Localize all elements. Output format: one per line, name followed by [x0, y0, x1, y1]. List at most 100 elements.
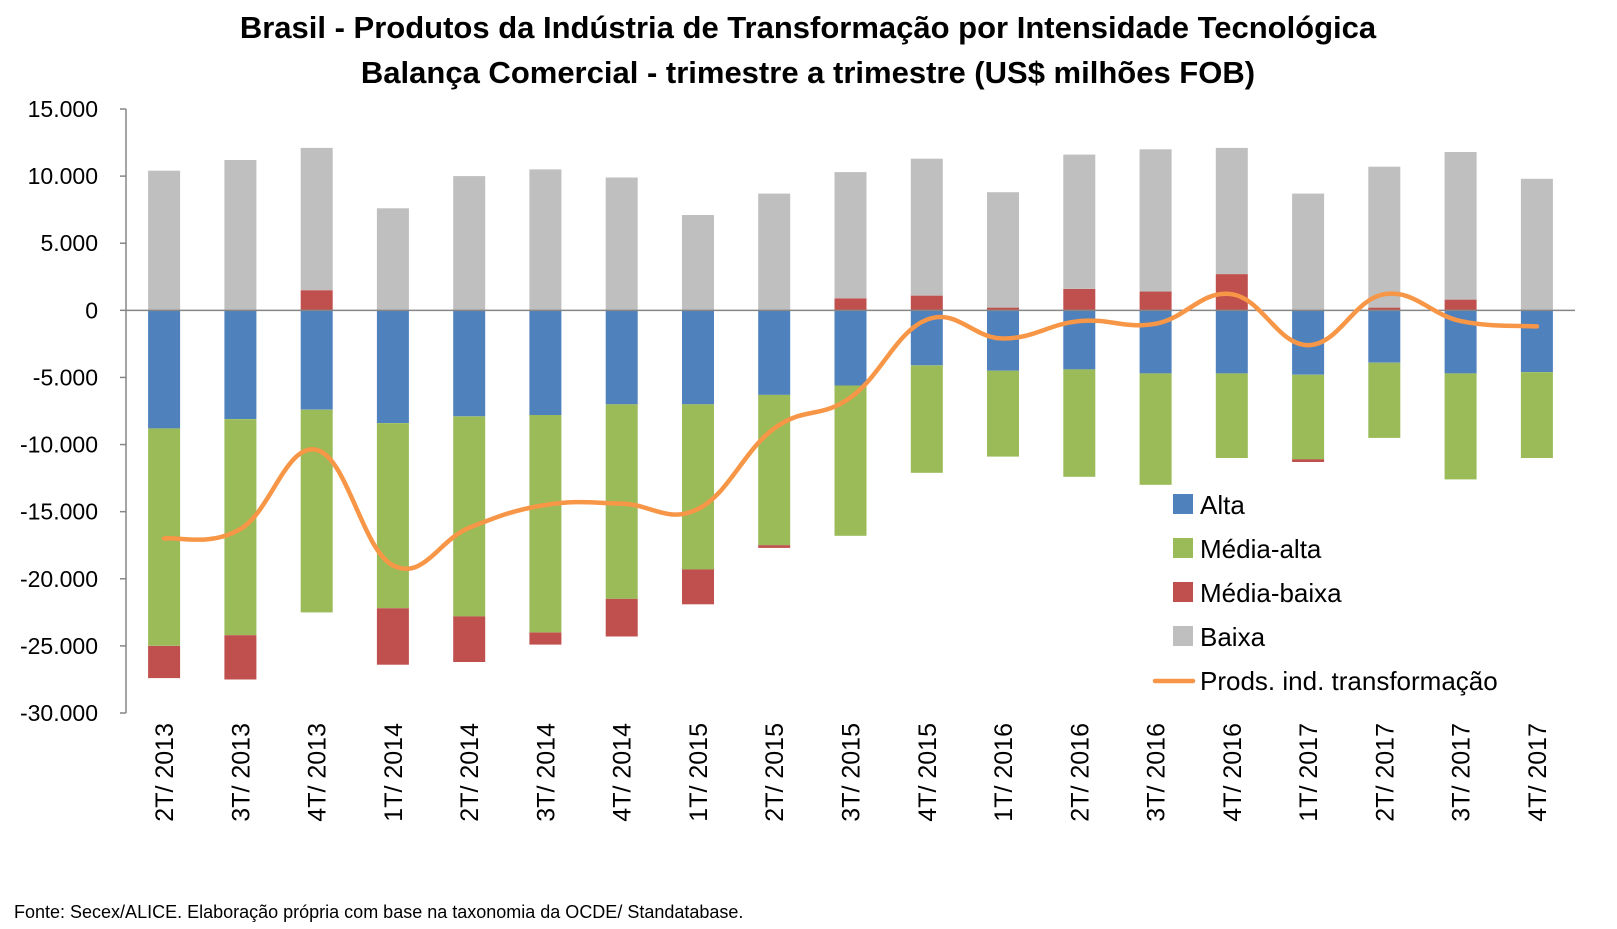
- x-tick-label: 4T/ 2014: [609, 723, 637, 822]
- series-line-prods-ind-transformacao: [161, 291, 1540, 572]
- x-tick-label: 2T/ 2017: [1371, 723, 1399, 822]
- bar-alta-18: [1520, 310, 1553, 372]
- axis-layer: 15.000 10.000 5.000 0 -5.000 -10.000 -15.000 -2…: [20, 96, 1575, 822]
- source-note: Fonte: Secex/ALICE. Elaboração própria c…: [14, 902, 743, 922]
- bars-layer: [148, 147, 1553, 680]
- bar-m-dia-alta-5: [529, 415, 562, 633]
- bar-m-dia-baixa-11: [987, 307, 1019, 311]
- bar-alta-2: [300, 310, 333, 410]
- legend-label-prods-ind-transforma-o: Prods. ind. transformação: [1200, 666, 1498, 696]
- bar-m-dia-baixa-8: [758, 545, 791, 548]
- bar-m-dia-baixa-0: [148, 645, 181, 679]
- chart-title: Brasil - Produtos da Indústria de Transf…: [240, 10, 1377, 45]
- bar-baixa-16: [1368, 166, 1401, 308]
- legend-label-m-dia-baixa: Média-baixa: [1200, 578, 1342, 608]
- bar-alta-4: [453, 310, 486, 417]
- bar-alta-1: [224, 310, 257, 419]
- x-tick-label: 4T/ 2017: [1524, 723, 1552, 822]
- bar-baixa-15: [1292, 193, 1325, 311]
- bar-baixa-11: [987, 192, 1019, 308]
- x-tick-label: 2T/ 2014: [456, 723, 484, 822]
- bar-baixa-13: [1139, 149, 1172, 292]
- bar-alta-9: [834, 310, 867, 386]
- bar-baixa-10: [910, 158, 943, 296]
- bar-baixa-3: [376, 208, 409, 311]
- bar-alta-6: [605, 310, 638, 405]
- bar-m-dia-baixa-12: [1063, 288, 1096, 311]
- bar-m-dia-alta-7: [682, 404, 714, 570]
- legend-swatch-m-dia-alta: [1173, 538, 1193, 558]
- bar-m-dia-baixa-7: [682, 569, 714, 605]
- x-tick-label: 3T/ 2015: [838, 723, 866, 822]
- bar-baixa-14: [1215, 147, 1248, 275]
- bar-baixa-4: [453, 176, 486, 311]
- y-tick-label: 10.000: [28, 163, 98, 189]
- x-tick-label: 3T/ 2017: [1448, 723, 1476, 822]
- x-tick-label: 4T/ 2016: [1219, 723, 1247, 822]
- bar-m-dia-alta-4: [453, 416, 486, 617]
- bar-baixa-8: [758, 193, 791, 311]
- bar-m-dia-alta-18: [1520, 372, 1553, 458]
- bar-m-dia-alta-17: [1444, 373, 1477, 480]
- bar-alta-8: [758, 310, 791, 395]
- bar-alta-14: [1215, 310, 1248, 374]
- y-tick-label: -25.000: [20, 633, 98, 659]
- bar-m-dia-alta-13: [1139, 373, 1172, 485]
- bar-m-dia-baixa-10: [910, 295, 943, 311]
- bar-m-dia-alta-2: [300, 409, 333, 613]
- bar-baixa-18: [1520, 178, 1553, 311]
- y-tick-label: -10.000: [20, 432, 98, 458]
- legend-label-m-dia-alta: Média-alta: [1200, 534, 1322, 564]
- y-tick-label: -5.000: [33, 364, 98, 390]
- legend-swatch-alta: [1173, 494, 1193, 514]
- bar-alta-5: [529, 310, 562, 415]
- bar-m-dia-baixa-5: [529, 632, 562, 645]
- bar-baixa-7: [682, 215, 714, 311]
- bar-baixa-9: [834, 172, 867, 299]
- bar-m-dia-alta-8: [758, 394, 791, 546]
- bar-m-dia-baixa-9: [834, 298, 867, 311]
- legend: Alta Média-alta Média-baixa Baixa Prods. ind…: [1152, 490, 1498, 696]
- bar-m-dia-alta-9: [834, 385, 867, 536]
- legend-label-baixa: Baixa: [1200, 622, 1266, 652]
- bar-baixa-17: [1444, 152, 1477, 300]
- x-tick-label: 1T/ 2015: [685, 723, 713, 822]
- bar-m-dia-alta-12: [1063, 369, 1096, 477]
- y-tick-label: 15.000: [28, 96, 98, 122]
- x-tick-label: 1T/ 2014: [380, 723, 408, 822]
- bar-alta-0: [148, 310, 181, 429]
- bar-m-dia-alta-14: [1215, 373, 1248, 458]
- bar-m-dia-baixa-2: [300, 290, 333, 311]
- bar-m-dia-alta-16: [1368, 362, 1401, 438]
- legend-label-alta: Alta: [1200, 490, 1245, 520]
- y-tick-label: 5.000: [40, 230, 98, 256]
- x-tick-label: 1T/ 2016: [990, 723, 1018, 822]
- bar-m-dia-baixa-16: [1368, 307, 1401, 311]
- bar-m-dia-alta-11: [987, 370, 1019, 457]
- x-tick-label: 2T/ 2013: [151, 723, 179, 822]
- bar-m-dia-baixa-4: [453, 616, 486, 662]
- bar-m-dia-baixa-15: [1292, 459, 1325, 462]
- bar-m-dia-alta-10: [910, 365, 943, 473]
- x-tick-label: 3T/ 2016: [1143, 723, 1171, 822]
- bar-baixa-6: [605, 177, 638, 311]
- bar-alta-7: [682, 310, 714, 405]
- bar-m-dia-alta-3: [376, 423, 409, 609]
- legend-swatch-baixa: [1173, 626, 1193, 646]
- bar-m-dia-baixa-6: [605, 598, 638, 637]
- chart-subtitle: Balança Comercial - trimestre a trimestr…: [361, 55, 1255, 90]
- bar-baixa-2: [300, 147, 333, 291]
- bar-m-dia-baixa-1: [224, 635, 257, 680]
- bar-m-dia-baixa-3: [376, 608, 409, 665]
- y-tick-label: -15.000: [20, 499, 98, 525]
- y-tick-label: -20.000: [20, 566, 98, 592]
- line-layer: [161, 291, 1540, 572]
- bar-alta-16: [1368, 310, 1401, 363]
- bar-baixa-5: [529, 169, 562, 311]
- bar-alta-3: [376, 310, 409, 423]
- x-tick-label: 1T/ 2017: [1295, 723, 1323, 822]
- bar-baixa-0: [148, 170, 181, 311]
- x-tick-label: 3T/ 2013: [227, 723, 255, 822]
